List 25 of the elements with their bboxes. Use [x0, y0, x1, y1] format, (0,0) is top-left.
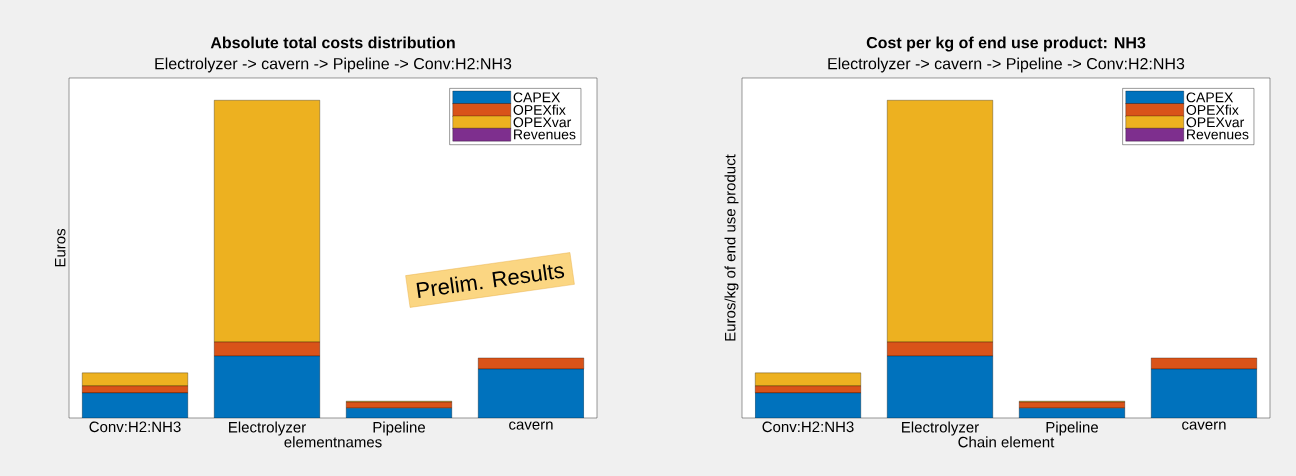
chart-title: Absolute total costs distribution: [210, 36, 455, 49]
legend-label: OPEXvar: [513, 117, 572, 128]
chart-subtitle: Electrolyzer -> cavern -> Pipeline -> Conv:H2:NH3: [155, 57, 512, 73]
legend-label: CAPEX: [1186, 92, 1234, 103]
x-axis-title: Chain element: [958, 436, 1055, 448]
x-tick-label: Pipeline: [1046, 421, 1098, 436]
legend-label: CAPEX: [513, 92, 561, 103]
x-axis-title: elementnames: [284, 436, 382, 448]
legend-label: Revenues: [514, 129, 576, 140]
x-tick-label: Electrolyzer: [229, 421, 306, 436]
x-tick-label: cavern: [1182, 421, 1226, 430]
x-tick-label: Conv:H2:NH3: [89, 421, 181, 433]
y-axis-title: Euros: [55, 228, 66, 267]
legend-label: OPEXfix: [513, 104, 566, 115]
x-tick-label: Conv:H2:NH3: [762, 421, 854, 433]
x-tick-label: Pipeline: [373, 421, 426, 436]
y-axis-title: Euros/kg of end use product: [724, 154, 739, 341]
legend-label: Revenues: [1187, 129, 1249, 140]
chart-subtitle: Electrolyzer -> cavern -> Pipeline -> Conv:H2:NH3: [828, 57, 1185, 73]
chart-title: Cost per kg of end use product: NH3: [866, 36, 1146, 52]
legend-label: OPEXfix: [1186, 104, 1239, 115]
legend-label: OPEXvar: [1186, 117, 1245, 128]
annotation: Prelim. Results: [416, 264, 565, 298]
x-tick-label: Electrolyzer: [902, 421, 979, 436]
x-tick-label: cavern: [509, 421, 553, 430]
